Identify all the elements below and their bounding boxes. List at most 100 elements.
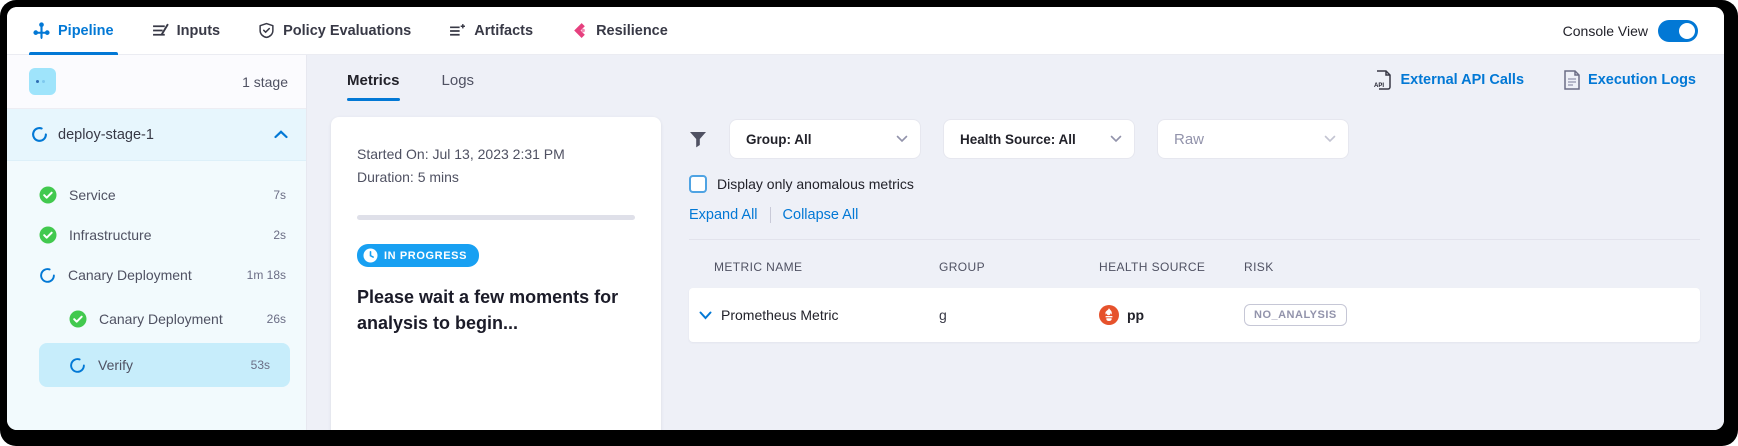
main-panel: Metrics Logs API External API Calls Exec… [307, 55, 1724, 430]
chevron-down-icon [1324, 135, 1336, 143]
top-navigation: Pipeline Inputs Policy Evaluations Artif… [7, 7, 1724, 55]
step-list: Service 7s Infrastructure 2s Canary Depl… [7, 161, 306, 430]
metrics-panel: Group: All Health Source: All [661, 105, 1724, 430]
running-spinner-icon [69, 357, 86, 374]
duration-text: Duration: 5 mins [357, 169, 459, 186]
started-on-text: Started On: Jul 13, 2023 2:31 PM [357, 146, 565, 162]
success-check-icon [69, 310, 87, 328]
nav-tab-label: Artifacts [474, 22, 534, 39]
artifacts-icon [449, 22, 466, 39]
filter-funnel-icon[interactable] [689, 131, 707, 148]
chevron-down-icon [896, 135, 908, 143]
step-row-infrastructure[interactable]: Infrastructure 2s [7, 215, 306, 255]
step-label: Canary Deployment [99, 311, 223, 327]
expand-all-link[interactable]: Expand All [689, 207, 758, 223]
chevron-up-icon[interactable] [274, 130, 288, 139]
external-api-calls-link[interactable]: API External API Calls [1374, 70, 1524, 90]
nav-tab-inputs[interactable]: Inputs [152, 7, 221, 55]
raw-filter-value: Raw [1174, 130, 1205, 148]
nav-tab-label: Resilience [596, 22, 668, 39]
analysis-progress-bar [357, 215, 635, 221]
wait-message: Please wait a few moments for analysis t… [357, 287, 619, 334]
collapse-all-link[interactable]: Collapse All [782, 207, 859, 223]
stage-name: deploy-stage-1 [58, 126, 154, 143]
metrics-table-header: METRIC NAME GROUP HEALTH SOURCE RISK [689, 240, 1700, 288]
nav-tab-artifacts[interactable]: Artifacts [449, 7, 533, 55]
metric-row-prometheus[interactable]: Prometheus Metric g pp NO_ANALYSIS [689, 288, 1700, 342]
health-source-filter-select[interactable]: Health Source: All [943, 119, 1135, 159]
running-spinner-icon [39, 267, 56, 284]
step-duration: 53s [250, 358, 270, 372]
health-source-filter-value: Health Source: All [960, 131, 1076, 147]
group-filter-value: Group: All [746, 131, 812, 147]
prometheus-icon [1099, 305, 1119, 325]
chevron-down-icon[interactable] [699, 311, 712, 320]
in-progress-label: IN PROGRESS [384, 249, 468, 262]
column-header-group: GROUP [939, 260, 986, 274]
tab-logs[interactable]: Logs [441, 71, 475, 89]
health-source-name: pp [1127, 307, 1145, 323]
step-label: Service [69, 187, 116, 203]
shield-check-icon [258, 22, 275, 39]
filter-selects: Group: All Health Source: All [729, 119, 1349, 159]
step-duration: 2s [273, 228, 286, 242]
execution-logs-label: Execution Logs [1588, 72, 1696, 88]
stage-count: 1 stage [242, 73, 288, 90]
tab-metrics[interactable]: Metrics [347, 55, 400, 105]
raw-filter-select[interactable]: Raw [1157, 119, 1349, 159]
clock-icon [363, 248, 378, 263]
column-header-risk: RISK [1244, 260, 1274, 274]
svg-text:API: API [1374, 83, 1384, 89]
nav-tab-policy-evaluations[interactable]: Policy Evaluations [258, 7, 411, 55]
pipeline-icon [33, 22, 50, 39]
api-document-icon: API [1374, 70, 1392, 90]
step-duration: 7s [273, 188, 286, 202]
execution-logs-link[interactable]: Execution Logs [1564, 70, 1696, 90]
running-spinner-icon [31, 126, 48, 143]
stages-graph-icon[interactable] [29, 68, 56, 95]
nav-tab-label: Policy Evaluations [283, 22, 412, 39]
app-window: Pipeline Inputs Policy Evaluations Artif… [7, 7, 1724, 430]
nav-tab-pipeline[interactable]: Pipeline [29, 7, 118, 55]
console-view-toggle[interactable] [1658, 19, 1698, 42]
step-label: Canary Deployment [68, 267, 192, 283]
execution-sidebar: 1 stage deploy-stage-1 Service 7s [7, 55, 307, 430]
step-duration: 26s [266, 312, 286, 326]
success-check-icon [39, 186, 57, 204]
analysis-summary-card: Started On: Jul 13, 2023 2:31 PM Duratio… [331, 117, 661, 430]
column-header-health-source: HEALTH SOURCE [1099, 260, 1206, 274]
column-header-metric-name: METRIC NAME [714, 260, 803, 274]
step-label: Verify [98, 357, 134, 373]
step-row-canary-deployment-child[interactable]: Canary Deployment 26s [7, 299, 306, 339]
metric-name: Prometheus Metric [721, 307, 839, 323]
external-api-calls-label: External API Calls [1400, 72, 1525, 88]
document-icon [1564, 70, 1580, 90]
nav-tab-resilience[interactable]: Resilience [571, 7, 668, 55]
console-view-control: Console View [1562, 19, 1698, 42]
step-row-verify[interactable]: Verify 53s [39, 343, 290, 387]
expand-collapse-row: Expand All Collapse All [689, 207, 1700, 223]
step-row-canary-deployment[interactable]: Canary Deployment 1m 18s [7, 255, 306, 295]
stage-row-deploy-stage-1[interactable]: deploy-stage-1 [7, 109, 306, 161]
chevron-down-icon [1110, 135, 1122, 143]
anomalous-metrics-checkbox[interactable] [689, 175, 707, 193]
success-check-icon [39, 226, 57, 244]
anomalous-filter-row: Display only anomalous metrics [689, 175, 1700, 193]
view-tabstrip: Metrics Logs API External API Calls Exec… [307, 55, 1724, 105]
divider [689, 239, 1700, 240]
toggle-knob [1679, 22, 1695, 39]
console-view-label: Console View [1562, 22, 1648, 39]
step-row-service[interactable]: Service 7s [7, 175, 306, 215]
group-filter-select[interactable]: Group: All [729, 119, 921, 159]
step-label: Infrastructure [69, 227, 152, 243]
resilience-icon [571, 22, 588, 39]
step-duration: 1m 18s [246, 268, 286, 282]
filter-row: Group: All Health Source: All [689, 119, 1700, 159]
header-links: API External API Calls Execution Logs [1374, 70, 1696, 90]
nav-tab-label: Pipeline [58, 22, 114, 39]
risk-badge: NO_ANALYSIS [1244, 304, 1347, 326]
nav-tab-label: Inputs [176, 22, 221, 39]
in-progress-badge: IN PROGRESS [357, 244, 480, 268]
anomalous-metrics-label: Display only anomalous metrics [717, 176, 914, 192]
